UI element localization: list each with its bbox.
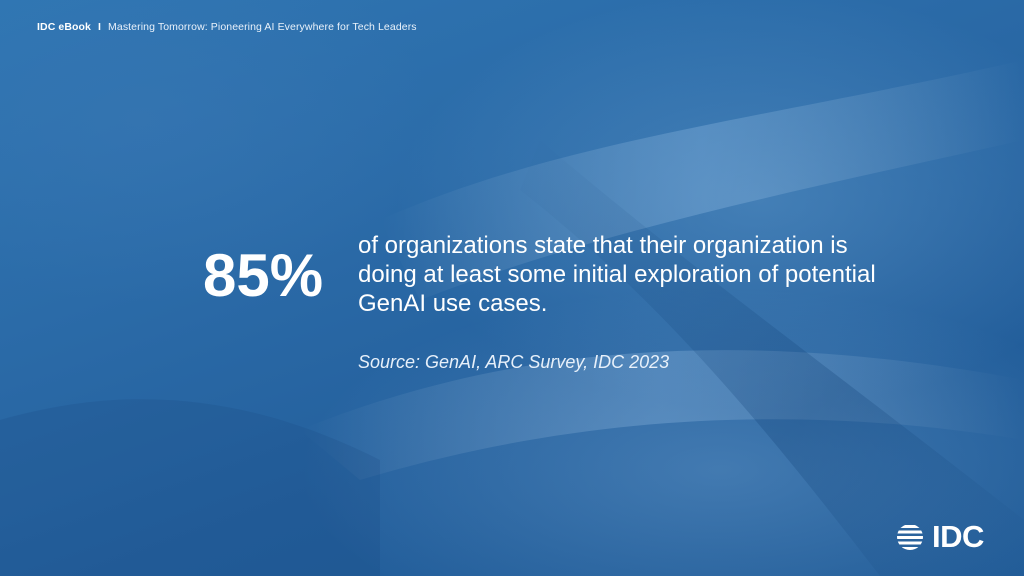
highlight-stat: 85% bbox=[203, 242, 324, 309]
header-brand: IDC eBook bbox=[37, 21, 91, 33]
source-citation: Source: GenAI, ARC Survey, IDC 2023 bbox=[358, 352, 670, 372]
header: IDC eBook I Mastering Tomorrow: Pioneering… bbox=[37, 21, 417, 33]
logo-text: IDC bbox=[932, 519, 984, 554]
idc-logo: IDC bbox=[896, 520, 990, 554]
header-separator: I bbox=[98, 21, 102, 33]
highlight-statement: of organizations state that their organi… bbox=[358, 232, 876, 317]
header-title: Mastering Tomorrow: Pioneering AI Everyw… bbox=[108, 21, 417, 33]
idc-globe-logo-icon bbox=[897, 525, 923, 550]
